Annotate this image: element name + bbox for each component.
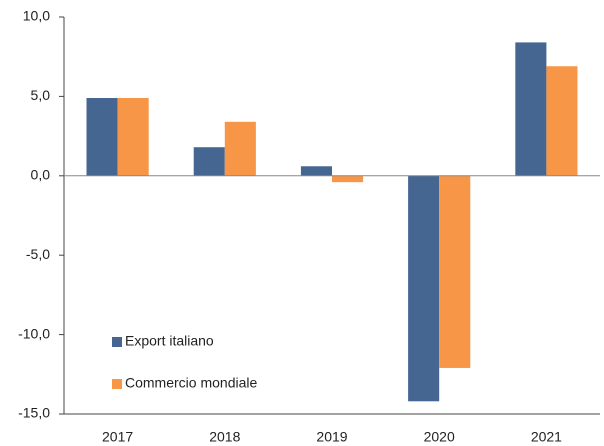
y-tick-label: 0,0 — [31, 167, 51, 183]
bar — [117, 97, 149, 176]
x-tick-label: 2021 — [531, 429, 562, 445]
x-tick-label: 2020 — [424, 429, 455, 445]
y-tick-label: -5,0 — [26, 246, 50, 262]
x-tick-label: 2018 — [209, 429, 240, 445]
bar — [300, 166, 332, 176]
y-tick-label: 5,0 — [31, 87, 51, 103]
y-tick-label: 10,0 — [23, 8, 50, 24]
bar — [332, 175, 364, 183]
bar — [439, 175, 471, 368]
y-tick-label: -15,0 — [18, 405, 50, 421]
bar — [408, 175, 440, 402]
y-tick-label: -10,0 — [18, 325, 50, 341]
bar — [515, 42, 547, 176]
x-tick-label: 2019 — [316, 429, 347, 445]
bar — [224, 121, 256, 176]
legend-label: Export italiano — [125, 333, 214, 349]
bar — [86, 97, 118, 176]
bar — [193, 147, 225, 176]
x-tick-label: 2017 — [102, 429, 133, 445]
legend-swatch — [112, 379, 122, 389]
legend-label: Commercio mondiale — [125, 375, 257, 391]
bar — [546, 66, 578, 176]
legend-swatch — [112, 337, 122, 347]
